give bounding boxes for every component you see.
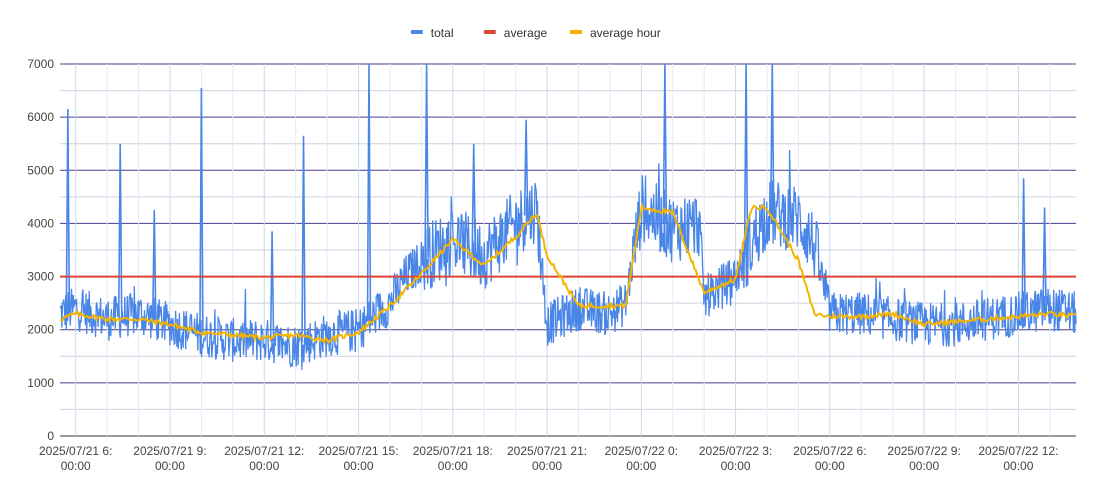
y-axis: 0 1000 2000 3000 4000 5000 6000 7000 <box>27 57 54 443</box>
series-total-spike <box>769 63 775 214</box>
legend-item-average-hour: average hour <box>570 26 661 40</box>
legend-label: total <box>431 26 454 40</box>
y-tick-label: 1000 <box>27 376 54 390</box>
series-average-hour-line <box>59 202 1077 345</box>
series-total-spike <box>424 63 429 258</box>
series-average-hour <box>59 202 1077 345</box>
series-total-spike <box>523 119 529 216</box>
x-tick-label-time: 00:00 <box>909 459 939 473</box>
series-total-spike <box>65 109 71 312</box>
series-total-spike <box>269 231 275 342</box>
series-total-spike <box>199 87 204 336</box>
x-tick-label: 2025/07/21 12: <box>224 444 304 458</box>
y-tick-label: 3000 <box>27 270 54 284</box>
series-total <box>59 63 1077 371</box>
x-tick-label-time: 00:00 <box>532 459 562 473</box>
y-tick-label: 5000 <box>27 163 54 177</box>
x-tick-label-time: 00:00 <box>438 459 468 473</box>
y-tick-label: 0 <box>47 429 54 443</box>
plot-area <box>59 63 1077 371</box>
legend-item-total: total <box>410 26 454 40</box>
legend-swatch <box>483 30 496 34</box>
x-tick-label: 2025/07/21 21: <box>507 444 587 458</box>
x-tick-label: 2025/07/21 18: <box>413 444 493 458</box>
series-total-spike <box>117 143 123 317</box>
series-total-spike <box>1042 207 1047 310</box>
series-total-spike <box>301 135 306 344</box>
x-tick-label-time: 00:00 <box>815 459 845 473</box>
legend-label: average <box>504 26 548 40</box>
x-tick-label-time: 00:00 <box>61 459 91 473</box>
legend-swatch <box>570 30 582 34</box>
legend-swatch <box>410 30 423 34</box>
legend-label: average hour <box>590 26 661 40</box>
x-tick-label-time: 00:00 <box>249 459 279 473</box>
y-tick-label: 4000 <box>27 216 54 230</box>
y-tick-label: 7000 <box>27 57 54 71</box>
x-tick-label: 2025/07/21 15: <box>318 444 398 458</box>
grid <box>60 63 1076 437</box>
series-total-spike <box>471 143 477 251</box>
x-tick-label-time: 00:00 <box>155 459 185 473</box>
series-total-spike <box>743 63 749 256</box>
x-tick-label: 2025/07/22 6: <box>793 444 866 458</box>
x-tick-label: 2025/07/21 6: <box>39 444 112 458</box>
x-tick-label-time: 00:00 <box>721 459 751 473</box>
x-tick-label-time: 00:00 <box>1003 459 1033 473</box>
y-tick-label: 2000 <box>27 323 54 337</box>
x-tick-label-time: 00:00 <box>626 459 656 473</box>
x-tick-label-time: 00:00 <box>343 459 373 473</box>
series-total-spike <box>1021 178 1026 313</box>
x-tick-label: 2025/07/22 12: <box>978 444 1058 458</box>
x-tick-label: 2025/07/21 9: <box>133 444 206 458</box>
series-total-spike <box>151 210 157 320</box>
series-total-spike <box>366 63 372 321</box>
x-tick-label: 2025/07/22 3: <box>699 444 772 458</box>
y-tick-label: 6000 <box>27 110 54 124</box>
x-tick-label: 2025/07/22 0: <box>605 444 678 458</box>
legend: total average average hour <box>410 26 661 40</box>
x-tick-label: 2025/07/22 9: <box>887 444 960 458</box>
series-total-spike <box>662 63 668 224</box>
series-total-line <box>59 149 1077 371</box>
legend-item-average: average <box>483 26 548 40</box>
